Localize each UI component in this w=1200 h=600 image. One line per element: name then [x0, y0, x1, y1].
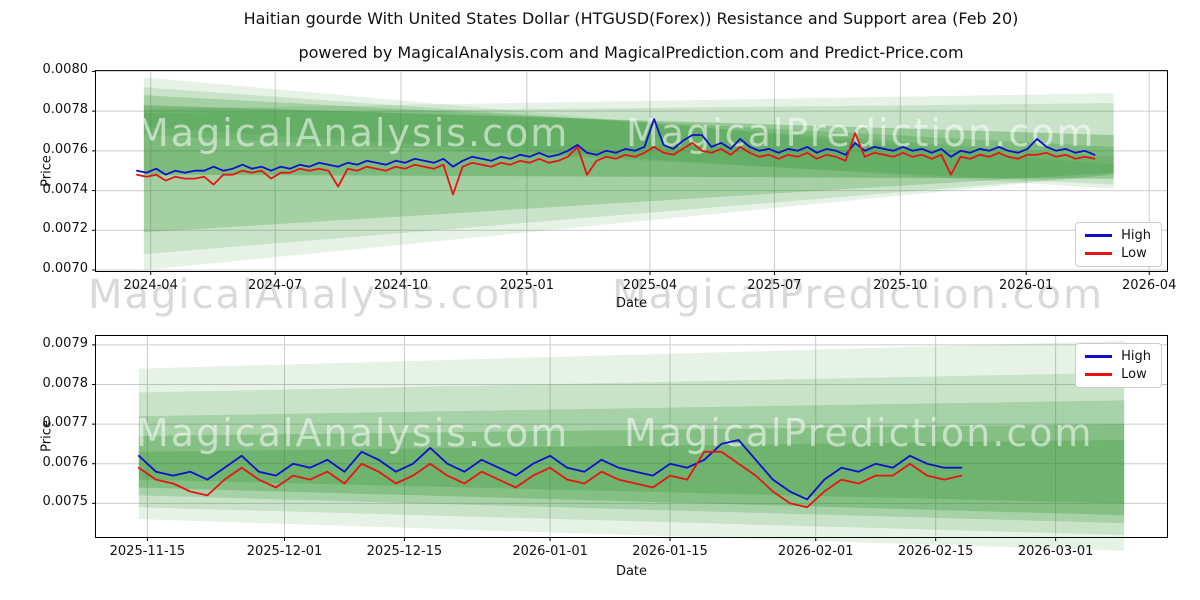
y-tick-label: 0.0078	[42, 102, 89, 118]
support-resistance-band	[138, 439, 1125, 504]
watermark-text: MagicalAnalysis.com	[136, 411, 569, 455]
x-tick-label: 2025-12-15	[366, 544, 443, 559]
chart-bottom-plot-area: MagicalAnalysis.com MagicalPrediction.com…	[43, 335, 1168, 559]
x-tick-label: 2025-10	[873, 278, 928, 293]
y-tick-label: 0.0075	[42, 494, 89, 510]
x-axis-label: Date	[615, 296, 648, 311]
y-tick-label: 0.0072	[42, 221, 89, 237]
chart-top-plot-area: MagicalAnalysis.com MagicalPrediction.com…	[43, 62, 1177, 293]
x-tick-label: 2025-11-15	[109, 544, 186, 559]
y-axis-label: Price	[39, 155, 55, 187]
y-tick-label: 0.0079	[42, 335, 89, 351]
legend-label: High	[1121, 228, 1151, 243]
y-tick-label: 0.0076	[42, 454, 89, 470]
y-tick-label: 0.0078	[42, 375, 89, 391]
chart-subtitle: powered by MagicalAnalysis.com and Magic…	[298, 43, 964, 62]
legend-label: Low	[1121, 367, 1147, 382]
chart-bottom-canvas: MagicalAnalysis.com MagicalPrediction.com	[92, 336, 1167, 551]
legend-line-swatch	[1085, 252, 1113, 255]
x-tick-label: 2026-01-01	[512, 544, 588, 559]
y-tick-label: 0.0076	[42, 141, 89, 157]
series-line-low	[137, 450, 963, 509]
x-tick-label: 2026-04	[1122, 278, 1177, 293]
x-tick-label: 2025-04	[622, 278, 678, 293]
x-tick-label: 2024-04	[123, 278, 178, 293]
chart-top-canvas: MagicalAnalysis.com MagicalPrediction.com	[92, 70, 1167, 275]
x-tick-label: 2025-01	[499, 278, 555, 293]
support-resistance-band	[143, 95, 1114, 233]
legend-label: High	[1121, 349, 1151, 364]
series-line-high	[137, 439, 963, 501]
support-resistance-band	[138, 424, 1125, 516]
legend-line-swatch	[1085, 373, 1113, 376]
series-line-high	[136, 118, 1096, 176]
support-resistance-band	[143, 103, 1114, 185]
x-tick-label: 2024-10	[373, 278, 429, 293]
y-tick-label: 0.0070	[42, 261, 89, 276]
legend-row: High	[1085, 229, 1151, 242]
legend-row: High	[1085, 350, 1151, 363]
x-tick-label: 2025-12-01	[246, 544, 323, 559]
support-resistance-band	[143, 105, 1114, 179]
x-tick-label: 2026-02-01	[777, 544, 854, 559]
legend-row: Low	[1085, 368, 1151, 381]
legend-row: Low	[1085, 247, 1151, 260]
x-tick-label: 2024-07	[248, 278, 303, 293]
x-axis-label: Date	[615, 564, 648, 579]
x-tick-label: 2026-02-15	[897, 544, 974, 559]
legend-line-swatch	[1085, 234, 1113, 237]
support-resistance-band	[143, 93, 1114, 189]
legend: High Low	[1075, 343, 1162, 388]
y-axis-label: Price	[39, 420, 55, 452]
watermark-text: MagicalPrediction.com	[624, 411, 1094, 455]
support-resistance-band	[143, 87, 1114, 255]
x-tick-label: 2026-01-15	[632, 544, 708, 559]
support-resistance-band	[138, 400, 1125, 524]
support-resistance-band	[143, 77, 1114, 271]
x-tick-label: 2026-01	[998, 278, 1054, 293]
series-line-low	[136, 132, 1096, 196]
legend: High Low	[1075, 222, 1162, 267]
support-resistance-band	[138, 340, 1125, 551]
x-tick-label: 2026-03-01	[1017, 544, 1094, 559]
chart-title: Haitian gourde With United States Dollar…	[243, 9, 1019, 28]
legend-line-swatch	[1085, 355, 1113, 358]
y-tick-label: 0.0077	[42, 415, 89, 431]
y-tick-label: 0.0080	[42, 62, 89, 78]
x-tick-label: 2025-07	[747, 278, 802, 293]
y-tick-label: 0.0074	[42, 181, 89, 197]
legend-label: Low	[1121, 246, 1147, 261]
watermark-text: MagicalAnalysis.com	[136, 111, 569, 155]
support-resistance-band	[138, 372, 1125, 536]
